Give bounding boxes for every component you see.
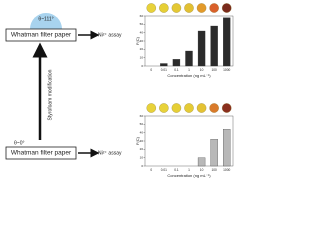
x-tick-label: 1000 <box>223 68 230 72</box>
y-tick-label: 60 <box>140 114 144 118</box>
x-tick-label: 1 <box>188 68 190 72</box>
color-spot <box>184 3 194 13</box>
bar <box>185 50 193 67</box>
color-spot <box>171 3 182 13</box>
y-tick-label: 50 <box>140 22 144 26</box>
modification-label: Styrofoam modification <box>47 69 53 120</box>
bar <box>197 30 206 67</box>
y-axis-label: F(C) <box>135 136 140 145</box>
color-spot <box>146 3 157 13</box>
paper <box>5 146 77 160</box>
y-tick-label: 20 <box>140 47 144 51</box>
x-axis-label: Concentration (ng mL⁻¹) <box>167 73 211 78</box>
bar <box>223 17 231 67</box>
x-tick-label: 10 <box>200 168 204 172</box>
bar <box>223 129 231 167</box>
x-tick-label: 1 <box>188 168 190 172</box>
x-tick-label: 1000 <box>223 168 230 172</box>
y-tick-label: 30 <box>140 139 144 143</box>
color-spot <box>159 103 169 113</box>
droplet <box>30 13 62 29</box>
x-tick-label: 0.1 <box>174 168 179 172</box>
y-tick-label: 50 <box>140 122 144 126</box>
color-spot <box>196 103 207 113</box>
bar <box>160 63 168 67</box>
assay-label: Ni²⁺ assay <box>98 150 122 156</box>
color-spot <box>209 3 219 13</box>
x-tick-label: 0 <box>150 168 152 172</box>
x-tick-label: 0.1 <box>174 68 179 72</box>
color-spot <box>221 103 232 113</box>
bar <box>197 157 206 167</box>
assay-label: Ni²⁺ assay <box>98 32 122 38</box>
x-axis-label: Concentration (ng mL⁻¹) <box>167 173 211 178</box>
color-spot <box>146 103 157 113</box>
paper-label: Whatman filter paper <box>11 32 72 39</box>
y-tick-label: 40 <box>140 30 144 34</box>
color-spot <box>184 103 194 113</box>
color-spot <box>171 103 182 113</box>
x-tick-label: 0.01 <box>161 168 167 172</box>
color-spot <box>221 3 232 13</box>
figure: θ~111° Whatman filter paper Ni²⁺ assay S… <box>5 3 234 178</box>
paper <box>5 28 77 42</box>
color-spot <box>209 103 219 113</box>
contact-angle: θ~111° <box>38 16 53 22</box>
x-tick-label: 100 <box>211 68 217 72</box>
color-spot <box>159 3 169 13</box>
y-tick-label: 60 <box>140 14 144 18</box>
y-tick-label: 10 <box>140 55 144 59</box>
y-tick-label: 30 <box>140 39 144 43</box>
color-spot <box>196 3 207 13</box>
x-tick-label: 10 <box>200 68 204 72</box>
paper-label: Whatman filter paper <box>11 150 72 157</box>
y-tick-label: 0 <box>141 64 143 68</box>
bar <box>210 139 218 167</box>
y-axis-label: F(C) <box>135 36 140 45</box>
x-tick-label: 0 <box>150 68 152 72</box>
y-tick-label: 40 <box>140 130 144 134</box>
plot-frame <box>144 115 234 167</box>
y-tick-label: 20 <box>140 147 144 151</box>
y-tick-label: 0 <box>141 164 143 168</box>
contact-angle: θ~0° <box>14 140 24 146</box>
x-tick-label: 0.01 <box>161 68 167 72</box>
bar <box>172 59 181 67</box>
y-tick-label: 10 <box>140 155 144 159</box>
bar <box>210 25 218 67</box>
x-tick-label: 100 <box>211 168 217 172</box>
